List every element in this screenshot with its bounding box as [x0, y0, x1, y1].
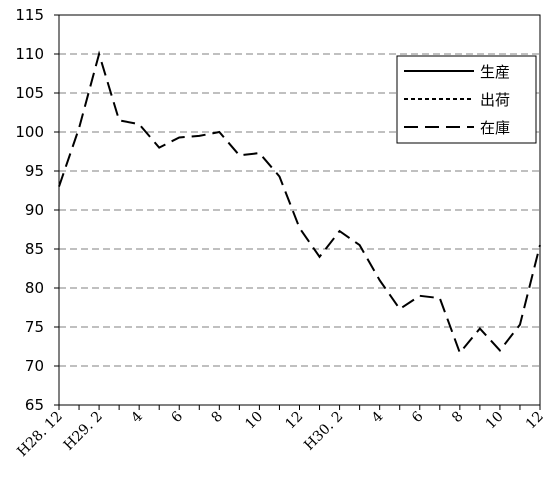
y-tick-label: 70	[25, 357, 44, 375]
x-tick-label: H29. 2	[61, 409, 106, 454]
y-axis-ticks: 65 70 75 80 85 90 95 100 105 110 115	[15, 6, 59, 414]
y-tick-label: 75	[25, 318, 44, 336]
x-tick-label: H28. 12	[14, 409, 65, 460]
legend-label: 生産	[480, 63, 510, 81]
legend-label: 在庫	[480, 119, 510, 137]
plot-frame	[58, 14, 541, 406]
legend-box	[396, 55, 537, 144]
x-tick-label: 6	[168, 408, 186, 426]
y-tick-label: 65	[25, 396, 44, 414]
y-tick-label: 110	[15, 45, 44, 63]
y-tick-label: 90	[25, 201, 44, 219]
y-tick-label: 95	[25, 162, 44, 180]
x-tick-label: 4	[369, 408, 387, 426]
x-tick-label: 12	[523, 409, 544, 433]
y-tick-label: 85	[25, 240, 44, 258]
x-tick-label: 10	[483, 409, 507, 433]
y-tick-label: 105	[15, 84, 44, 102]
y-tick-label: 80	[25, 279, 44, 297]
x-tick-label: 4	[128, 408, 146, 426]
x-tick-label: 8	[449, 409, 467, 427]
x-tick-label: 12	[282, 409, 306, 433]
x-tick-label: H30. 2	[301, 409, 346, 454]
legend-label: 出荷	[480, 91, 510, 109]
x-tick-label: 10	[242, 409, 266, 433]
y-tick-label: 100	[15, 123, 44, 141]
x-tick-label: 6	[409, 408, 427, 426]
y-tick-label: 115	[15, 6, 44, 24]
x-tick-label: 8	[209, 409, 227, 427]
